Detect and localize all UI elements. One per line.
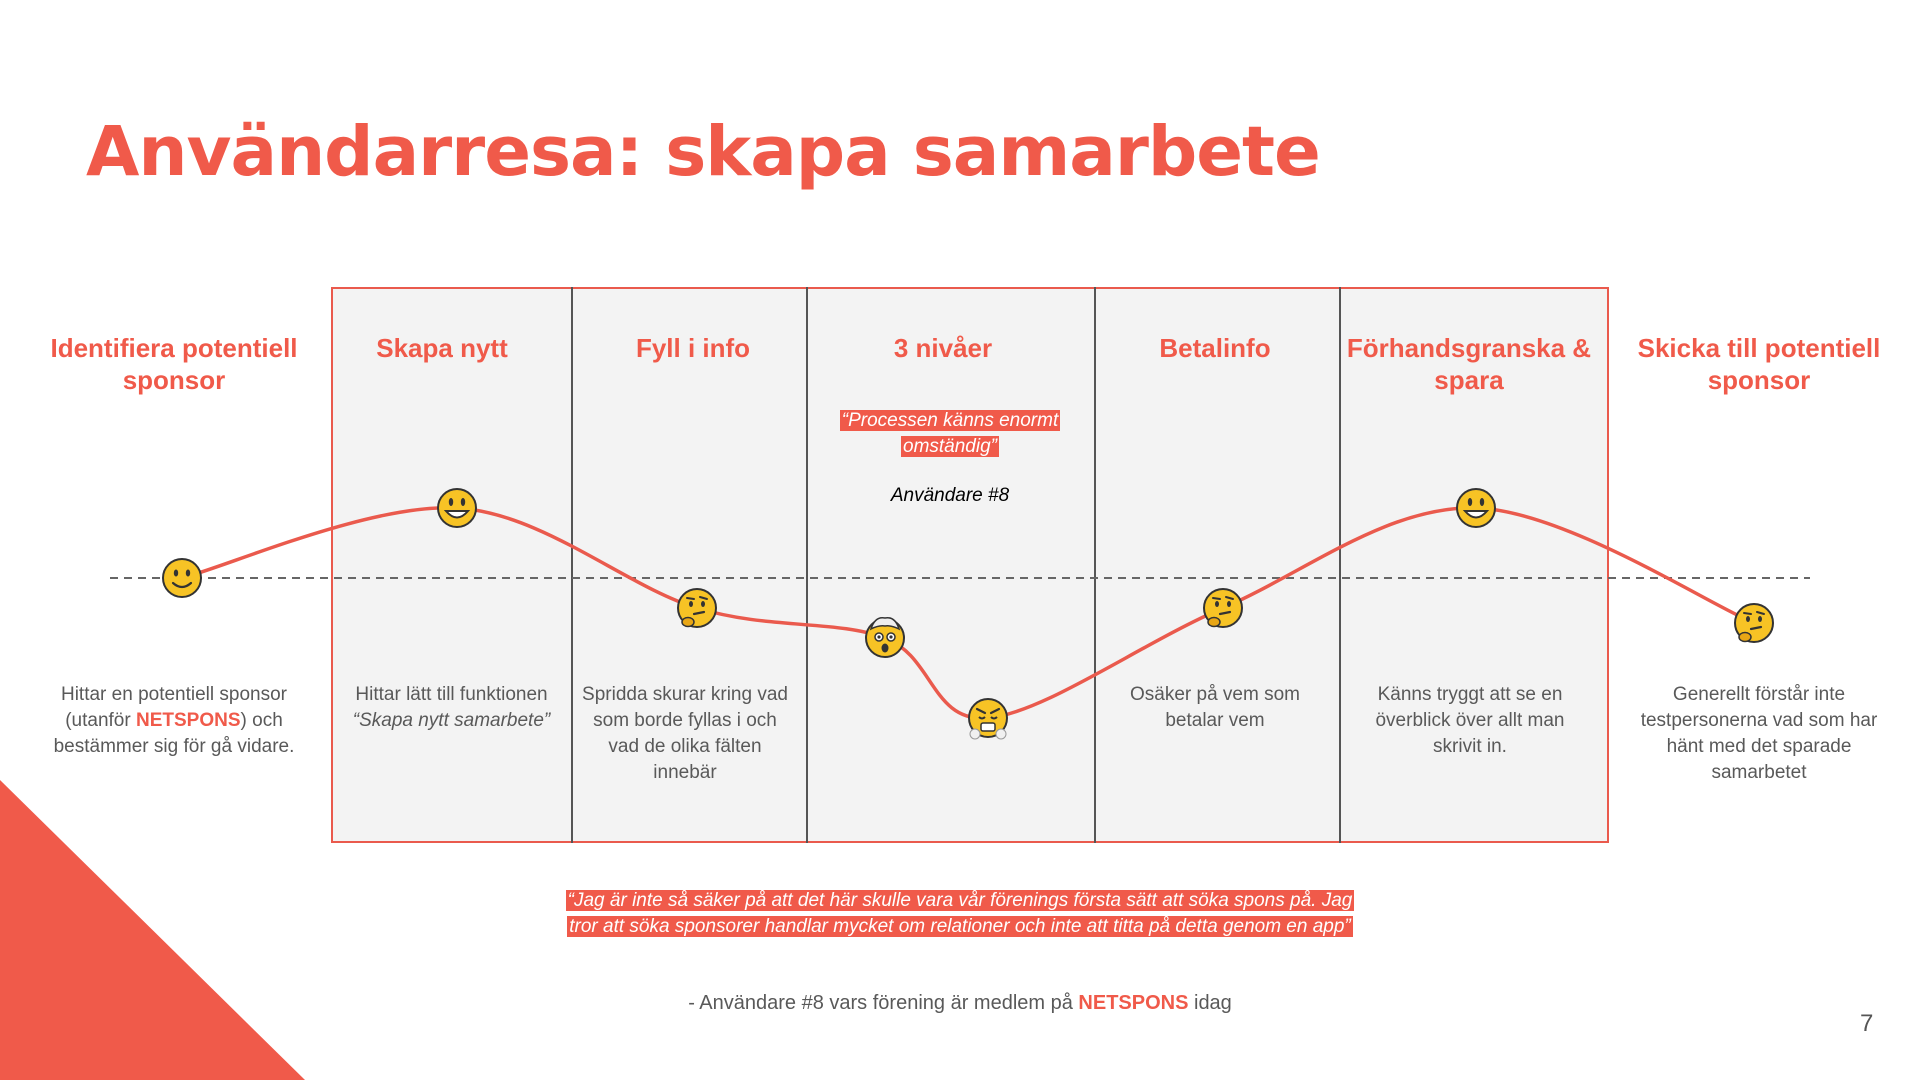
stage-title-payment: Betalinfo [1159,333,1271,363]
stage-quote-attribution: Användare #8 [890,485,1010,506]
thinking-face-icon [677,588,717,628]
stage-title-identify: Identifiera potentiell sponsor [50,333,298,395]
stage-title-create: Skapa nytt [376,333,508,363]
angry-face-icon [968,698,1008,740]
thinking-face-icon [1203,588,1243,628]
stage-divider [1339,287,1341,843]
stage-divider [1094,287,1096,843]
stage-divider [806,287,808,843]
grinning-face-icon [1456,488,1496,528]
stage-title-fill-info: Fyll i info [635,333,751,363]
netspons-brand: NETSPONS [135,710,241,731]
page-number: 7 [1860,1010,1874,1037]
journey-frame [331,287,1609,843]
stage-desc-send: Generellt förstår inte testpersonerna va… [1640,684,1878,783]
grinning-face-icon [437,488,477,528]
stage-divider [571,287,573,843]
user-quote-attribution: - Användare #8 vars förening är medlem p… [688,992,1232,1014]
stage-title-send: Skicka till potentiell sponsor [1637,333,1881,395]
stage-quote: “Processen känns enormt omständig” [839,410,1061,457]
stage-desc-identify: Hittar en potentiell sponsor (utanför NE… [53,684,295,757]
netspons-brand: NETSPONS [1078,992,1189,1014]
exploding-head-icon [865,616,905,658]
thinking-face-icon [1734,603,1774,643]
user-quote: “Jag är inte så säker på att det här sku… [565,890,1355,937]
stage-desc-create: Hittar lätt till funktionen “Skapa nytt … [352,684,551,731]
stage-title-preview: Förhandsgranska & spara [1346,333,1592,395]
stage-desc-preview: Känns tryggt att se en överblick över al… [1375,684,1565,757]
stage-desc-fill-info: Spridda skurar kring vad som borde fylla… [582,684,788,783]
smiling-face-icon [162,558,202,598]
stage-title-levels: 3 nivåer [893,333,993,363]
stage-desc-payment: Osäker på vem som betalar vem [1130,684,1300,731]
page-title: Användarresa: skapa samarbete [86,112,1321,192]
